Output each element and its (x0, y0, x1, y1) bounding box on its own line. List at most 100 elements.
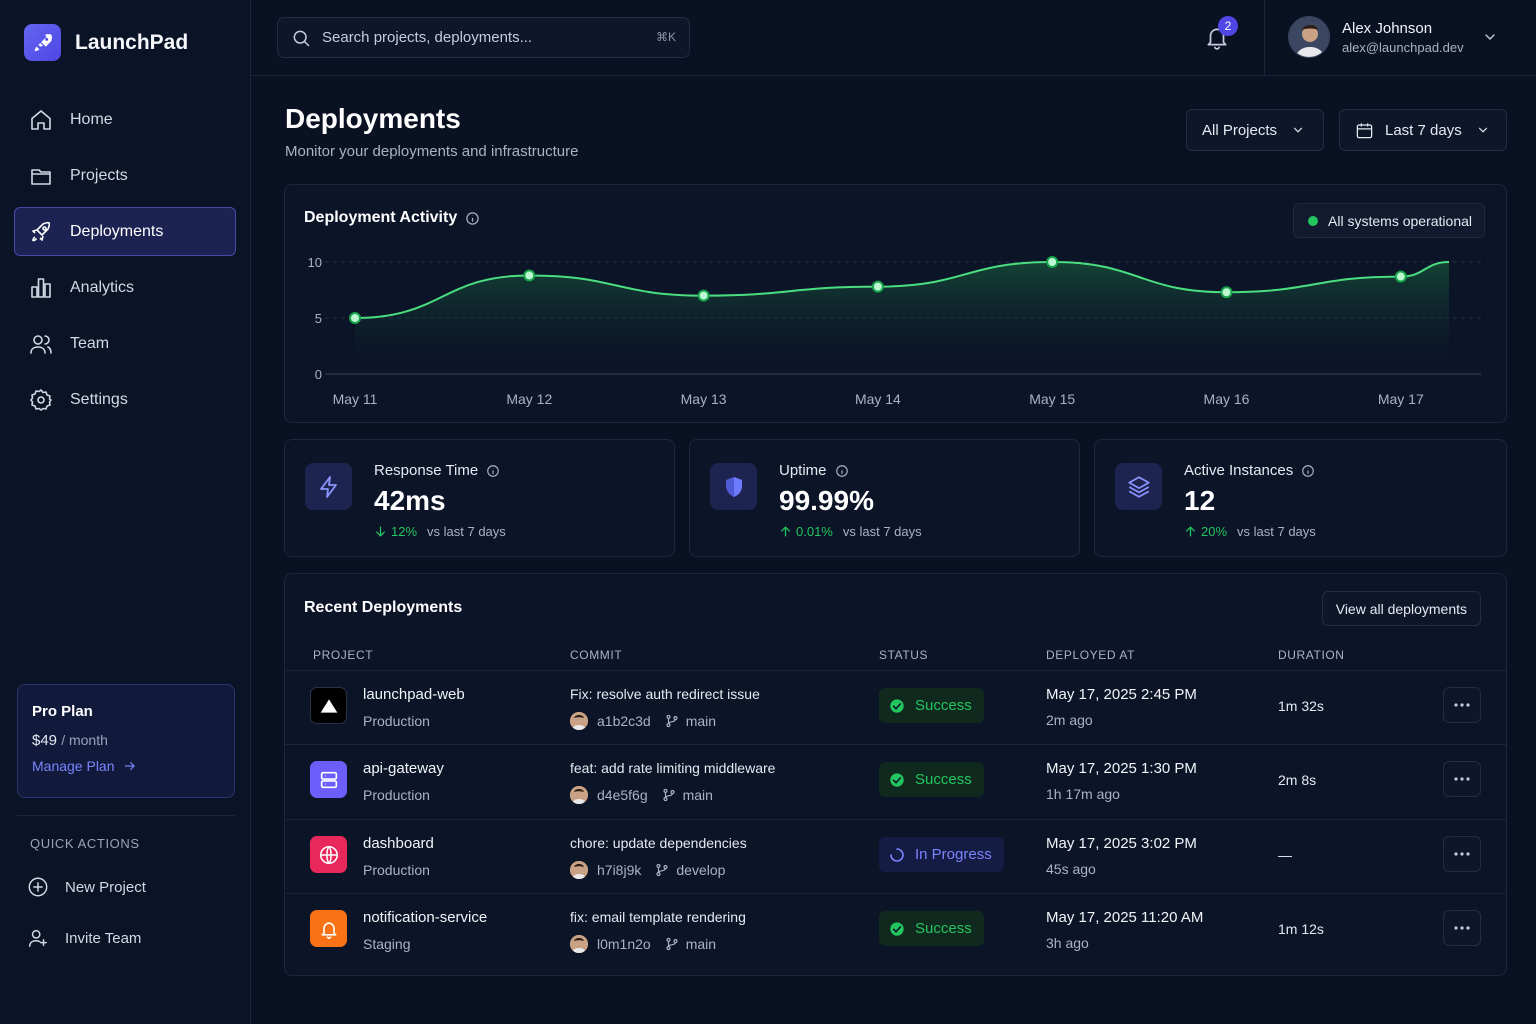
stat-label: Active Instances (1184, 462, 1315, 479)
data-point (1394, 270, 1407, 283)
y-tick-label: 5 (315, 311, 322, 326)
git-branch-icon (665, 714, 679, 728)
chevron-down-icon (1291, 123, 1305, 137)
info-icon[interactable] (1301, 464, 1315, 478)
table-row[interactable]: launchpad-web Production Fix: resolve au… (285, 670, 1506, 744)
commit-message: chore: update dependencies (570, 835, 747, 851)
view-all-deployments-button[interactable]: View all deployments (1321, 591, 1481, 626)
more-actions-button[interactable] (1443, 761, 1481, 797)
commit-message: Fix: resolve auth redirect issue (570, 686, 760, 702)
date-range-dropdown[interactable]: Last 7 days (1339, 109, 1507, 151)
check-circle-icon (889, 698, 905, 714)
duration: 2m 8s (1278, 772, 1317, 788)
info-icon[interactable] (486, 464, 500, 478)
column-header-project: PROJECT (313, 648, 374, 662)
deployed-at: May 17, 2025 11:20 AM (1046, 909, 1204, 926)
manage-plan-link[interactable]: Manage Plan (32, 758, 220, 774)
branch: main (665, 936, 716, 952)
x-tick-label: May 12 (506, 391, 552, 407)
project-env: Production (363, 713, 430, 729)
lightning-icon (305, 463, 352, 510)
column-header-duration: DURATION (1278, 648, 1345, 662)
more-horizontal-icon (1454, 926, 1470, 930)
deployment-activity-panel: Deployment Activity All systems operatio… (284, 184, 1507, 423)
x-tick-label: May 16 (1204, 391, 1250, 407)
stat-delta-compare: vs last 7 days (842, 524, 922, 539)
commit-meta: a1b2c3d main (570, 712, 716, 730)
stat-delta-value: 20% (1201, 524, 1228, 539)
commit-meta: l0m1n2o main (570, 935, 716, 953)
project-filter-value: All Projects (1202, 121, 1278, 139)
status-label: Success (915, 771, 972, 788)
user-info: Alex Johnson alex@launchpad.dev (1342, 20, 1464, 55)
system-status-badge: All systems operational (1293, 203, 1485, 238)
rocket-icon (28, 219, 54, 245)
invite-team-button[interactable]: Invite Team (26, 926, 141, 950)
quick-actions-label: QUICK ACTIONS (30, 836, 140, 851)
data-point (349, 312, 361, 324)
stat-delta: 20% vs last 7 days (1184, 524, 1316, 539)
duration: 1m 12s (1278, 921, 1324, 937)
commit-message: feat: add rate limiting middleware (570, 760, 776, 776)
column-header-deployed-at: DEPLOYED AT (1046, 648, 1136, 662)
more-actions-button[interactable] (1443, 910, 1481, 946)
info-icon[interactable] (465, 211, 480, 226)
avatar (570, 712, 588, 730)
home-icon (28, 107, 54, 133)
table-row[interactable]: dashboard Production chore: update depen… (285, 819, 1506, 893)
triangle-icon (310, 687, 347, 724)
column-header-commit: COMMIT (570, 648, 623, 662)
deployed-ago: 3h ago (1046, 935, 1089, 951)
info-icon[interactable] (835, 464, 849, 478)
project-name: notification-service (363, 909, 488, 926)
avatar (570, 861, 588, 879)
sidebar-nav: Home Projects Deployments Analytics Team (14, 95, 236, 431)
stat-value: 12 (1184, 485, 1216, 516)
chart-title: Deployment Activity (304, 209, 480, 227)
sidebar-item-deployments[interactable]: Deployments (14, 207, 236, 256)
stat-card-response-time: Response Time 42ms 12% vs last 7 days (284, 439, 675, 557)
divider (17, 815, 235, 816)
sidebar-item-settings[interactable]: Settings (14, 375, 236, 424)
more-actions-button[interactable] (1443, 836, 1481, 872)
deployed-at: May 17, 2025 2:45 PM (1046, 686, 1197, 703)
table-row[interactable]: notification-service Staging fix: email … (285, 893, 1506, 967)
new-project-button[interactable]: New Project (26, 875, 146, 899)
folder-icon (28, 163, 54, 189)
sidebar-item-analytics[interactable]: Analytics (14, 263, 236, 312)
x-tick-label: May 11 (333, 391, 378, 407)
stat-label-text: Uptime (779, 462, 827, 479)
search-input[interactable] (322, 29, 622, 46)
table-row[interactable]: api-gateway Production feat: add rate li… (285, 744, 1506, 818)
x-tick-label: May 14 (855, 391, 901, 407)
check-circle-icon (889, 921, 905, 937)
stat-delta-value: 0.01% (796, 524, 833, 539)
duration: — (1278, 847, 1292, 863)
sidebar-item-home[interactable]: Home (14, 95, 236, 144)
user-menu[interactable]: Alex Johnson alex@launchpad.dev (1288, 16, 1498, 58)
sidebar-item-team[interactable]: Team (14, 319, 236, 368)
sidebar: LaunchPad Home Projects Deployments Anal… (0, 0, 251, 1024)
stat-label-text: Active Instances (1184, 462, 1294, 479)
sidebar-item-projects[interactable]: Projects (14, 151, 236, 200)
logo[interactable]: LaunchPad (24, 24, 188, 61)
sidebar-item-label: Team (70, 334, 110, 352)
server-icon (310, 761, 347, 798)
deployed-at: May 17, 2025 3:02 PM (1046, 835, 1197, 852)
date-range-value: Last 7 days (1385, 121, 1462, 139)
plan-title: Pro Plan (32, 703, 93, 720)
more-actions-button[interactable] (1443, 687, 1481, 723)
commit-meta: h7i8j9k develop (570, 861, 725, 879)
x-tick-label: May 13 (681, 391, 727, 407)
search-bar[interactable]: ⌘K (277, 17, 690, 58)
app-name: LaunchPad (75, 30, 189, 54)
data-point (697, 289, 710, 302)
notification-count: 2 (1218, 16, 1238, 36)
project-filter-dropdown[interactable]: All Projects (1186, 109, 1324, 151)
y-tick-label: 10 (308, 255, 322, 270)
more-horizontal-icon (1454, 852, 1470, 856)
sidebar-item-label: Home (70, 110, 113, 128)
notifications-button[interactable]: 2 (1204, 16, 1238, 52)
stat-label-text: Response Time (374, 462, 479, 479)
branch: develop (655, 862, 725, 878)
